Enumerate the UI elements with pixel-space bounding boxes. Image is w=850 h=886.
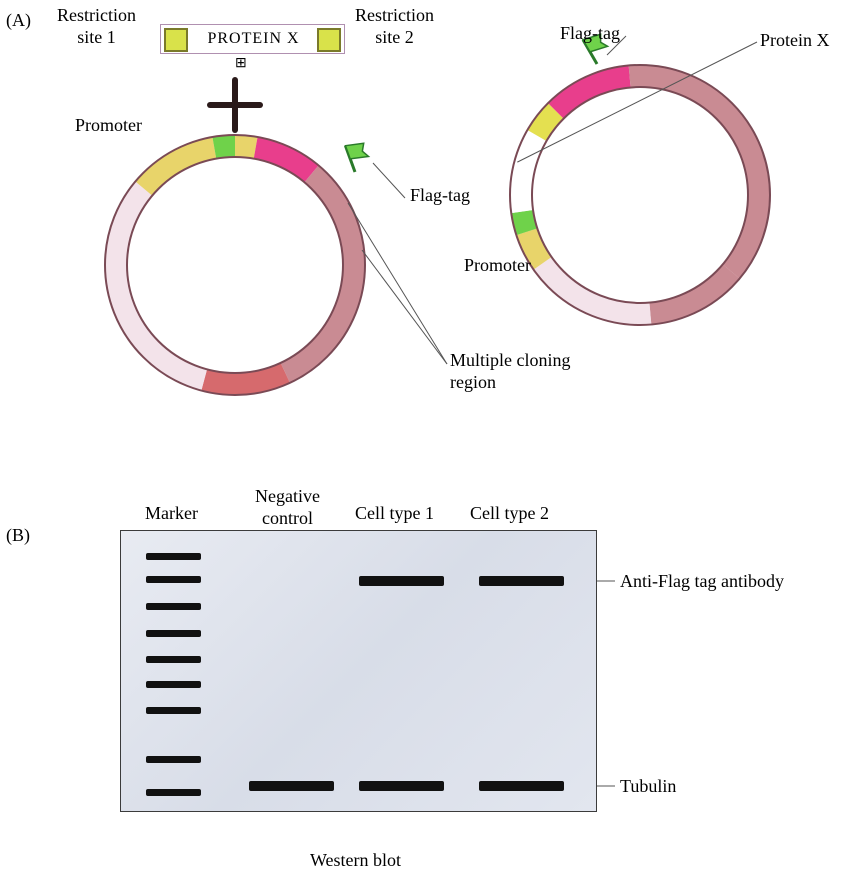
blot-band xyxy=(146,756,201,763)
western-blot-caption: Western blot xyxy=(310,850,401,872)
left-promoter-label: Promoter xyxy=(75,115,142,137)
blot-band xyxy=(146,789,201,796)
blot-band xyxy=(146,603,201,610)
blot-band xyxy=(146,553,201,560)
col-negative: Negative control xyxy=(255,486,320,529)
right-promoter-label: Promoter xyxy=(464,255,531,277)
blot-band xyxy=(359,781,444,791)
page-root: (A) PROTEIN X ⊞ Restriction site 1 Restr… xyxy=(0,0,850,886)
right-flag-label: Flag-tag xyxy=(560,23,620,45)
blot-band xyxy=(146,707,201,714)
col-celltype1: Cell type 1 xyxy=(355,503,434,525)
mcr-label: Multiple cloning region xyxy=(450,350,571,393)
col-marker: Marker xyxy=(145,503,198,525)
blot-band xyxy=(146,656,201,663)
blot-band xyxy=(479,781,564,791)
blot-band xyxy=(146,681,201,688)
blot-band xyxy=(249,781,334,791)
row-label-tubulin: Tubulin xyxy=(620,776,676,798)
col-celltype2: Cell type 2 xyxy=(470,503,549,525)
panel-a-svg xyxy=(0,0,850,480)
blot-band xyxy=(146,630,201,637)
protein-x-label: Protein X xyxy=(760,30,830,52)
blot-band xyxy=(479,576,564,586)
left-flag-label: Flag-tag xyxy=(410,185,470,207)
panel-b-tag: (B) xyxy=(6,525,30,546)
blot-band xyxy=(359,576,444,586)
blot-band xyxy=(146,576,201,583)
western-blot-frame xyxy=(120,530,597,812)
row-label-antiflag: Anti-Flag tag antibody xyxy=(620,571,784,593)
